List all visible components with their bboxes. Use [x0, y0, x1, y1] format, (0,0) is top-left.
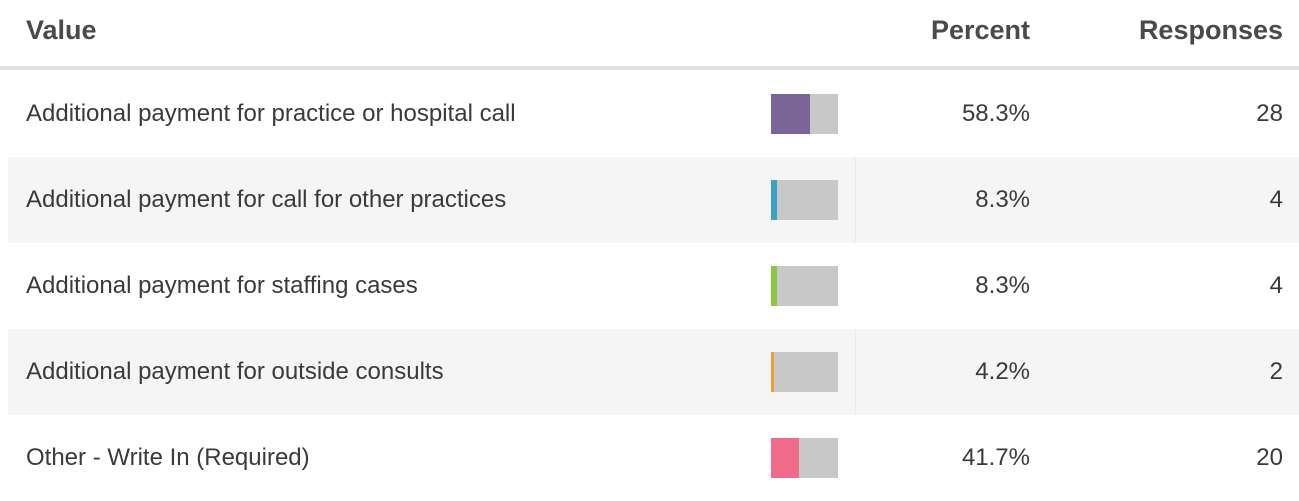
page: {"header": {"value": "Value", "percent":…: [0, 0, 1299, 478]
percent-bar-track: [771, 94, 838, 134]
percent-bar-track: [771, 438, 838, 478]
table-row: Additional payment for call for other pr…: [8, 157, 1299, 243]
percent-bar: [771, 352, 774, 392]
percent-bar-track: [771, 352, 838, 392]
header-responses: Responses: [1138, 15, 1283, 45]
table-row: Additional payment for outside consults 4…: [8, 329, 1299, 415]
percent-bar: [771, 266, 777, 306]
value-cell: Additional payment for staffing cases: [26, 272, 418, 299]
percent-bar: [771, 94, 811, 134]
table-row: Other - Write In (Required) 41.7% 20: [8, 415, 1299, 501]
percent-cell: 4.2%: [975, 358, 1030, 385]
value-cell: Additional payment for call for other pr…: [26, 186, 507, 213]
table-row: Additional payment for staffing cases 8.3…: [8, 243, 1299, 329]
percent-bar-track: [771, 266, 838, 306]
percent-bar: [771, 438, 799, 478]
value-cell: Other - Write In (Required): [26, 444, 310, 471]
percent-cell: 58.3%: [961, 100, 1030, 127]
responses-cell: 20: [1256, 444, 1283, 471]
percent-cell: 41.7%: [961, 444, 1030, 471]
header-value: Value: [26, 15, 97, 45]
responses-cell: 2: [1269, 358, 1283, 385]
responses-cell: 4: [1269, 272, 1283, 299]
value-cell: Additional payment for practice or hospi…: [26, 100, 516, 127]
percent-bar-track: [771, 180, 838, 220]
table-header: Value Percent Responses: [0, 0, 1299, 70]
header-percent: Percent: [930, 15, 1030, 45]
table-row: Additional payment for practice or hospi…: [8, 71, 1299, 157]
percent-cell: 8.3%: [975, 272, 1030, 299]
responses-cell: 4: [1269, 186, 1283, 213]
percent-cell: 8.3%: [975, 186, 1030, 213]
percent-bar: [771, 180, 777, 220]
value-cell: Additional payment for outside consults: [26, 358, 444, 385]
responses-cell: 28: [1256, 100, 1283, 127]
